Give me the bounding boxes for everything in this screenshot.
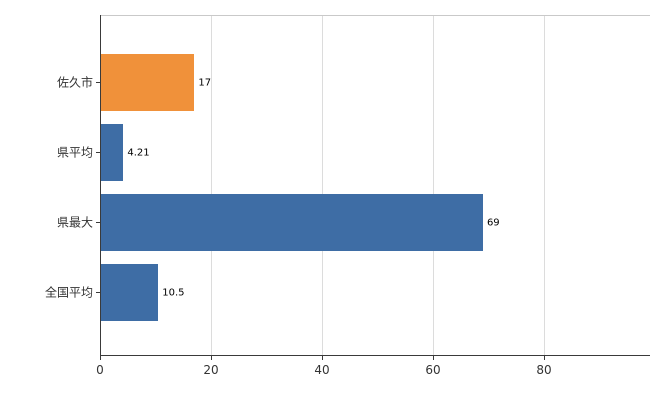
- category-label: 県平均: [56, 145, 93, 159]
- x-axis-tick: [211, 356, 212, 360]
- gridline: [544, 16, 545, 356]
- x-axis-tick: [433, 356, 434, 360]
- category-label: 佐久市: [56, 75, 93, 89]
- plot-area: 17 4.21 69 10.5: [100, 15, 650, 356]
- bar-value-label: 17: [198, 77, 212, 88]
- x-axis-tick-label: 60: [425, 363, 441, 377]
- y-axis-tick: [96, 221, 100, 223]
- category-label: 県最大: [56, 215, 93, 229]
- x-axis-tick: [322, 356, 323, 360]
- x-axis-tick-label: 40: [314, 363, 330, 377]
- bar-value-label: 4.21: [127, 147, 150, 158]
- category-label: 全国平均: [44, 285, 93, 299]
- x-axis-tick: [100, 356, 101, 360]
- gridline: [322, 16, 323, 356]
- x-axis-tick-label: 80: [536, 363, 552, 377]
- bar-佐久市: [100, 54, 195, 111]
- y-axis-line: [100, 15, 101, 356]
- bar-value-label: 69: [486, 217, 500, 228]
- x-axis-tick-label: 20: [203, 363, 219, 377]
- y-axis-tick: [96, 151, 100, 153]
- y-axis-tick: [96, 81, 100, 83]
- gridline: [211, 16, 212, 356]
- bar-value-label: 10.5: [162, 287, 185, 298]
- bar-全国平均: [100, 264, 159, 321]
- x-axis-line: [100, 355, 650, 356]
- bar-県最大: [100, 194, 483, 251]
- x-axis-tick-label: 0: [96, 363, 104, 377]
- y-axis-tick: [96, 291, 100, 293]
- gridline: [433, 16, 434, 356]
- x-axis-tick: [544, 356, 545, 360]
- bar-県平均: [100, 124, 124, 181]
